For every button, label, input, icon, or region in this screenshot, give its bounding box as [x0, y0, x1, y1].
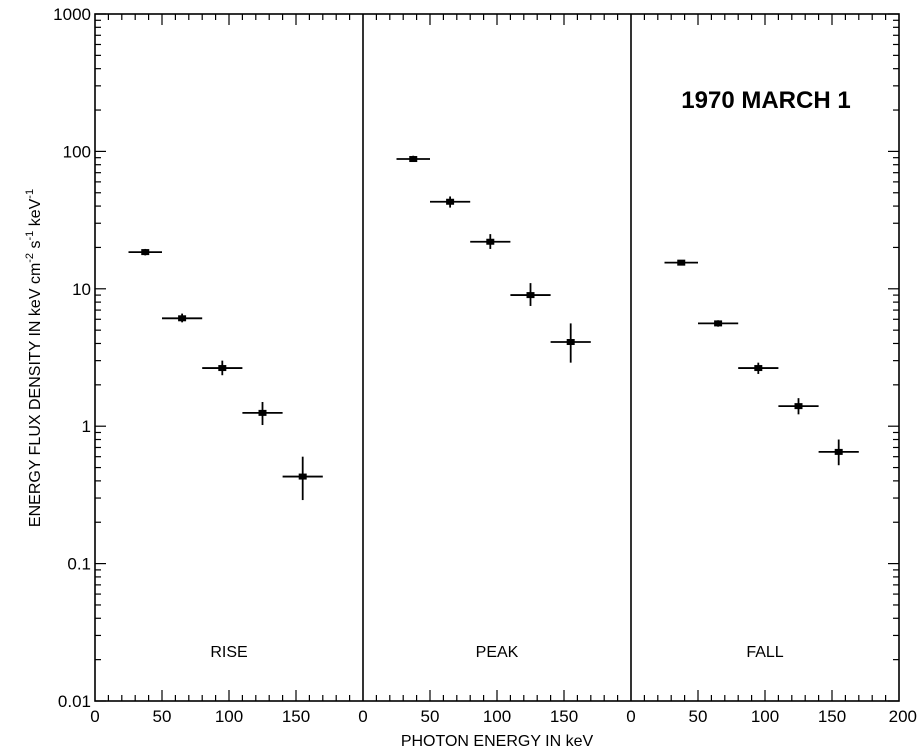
plot-frame [94, 13, 900, 702]
panel-labels: RISE PEAK FALL [210, 644, 783, 661]
data-point [396, 155, 430, 163]
x-tick-label: 150 [818, 707, 846, 726]
data-point [202, 360, 243, 376]
data-point [818, 439, 859, 466]
data-point [778, 398, 819, 415]
y-tick-label: 0.1 [67, 555, 91, 574]
data-marker [446, 198, 455, 205]
data-point [128, 248, 162, 256]
data-marker [526, 292, 535, 299]
x-tick-label: 200 [889, 707, 917, 726]
data-point [738, 362, 779, 374]
data-points-layer [128, 155, 859, 501]
data-marker [677, 259, 686, 266]
data-marker [566, 339, 575, 346]
y-tick-labels: 0.01 0.1 1 10 100 1000 [53, 5, 91, 711]
panel-label-fall: FALL [746, 644, 783, 661]
data-point [510, 283, 551, 306]
y-tick-label: 1000 [53, 5, 91, 24]
panel-label-peak: PEAK [476, 644, 519, 661]
data-point [242, 402, 283, 426]
y-tick-label: 100 [63, 142, 91, 161]
y-tick-label: 0.01 [58, 692, 91, 711]
data-marker [258, 409, 267, 416]
x-axis-title: PHOTON ENERGY IN keV [401, 733, 594, 750]
data-marker [834, 448, 843, 455]
y-axis-title: ENERGY FLUX DENSITY IN keV cm-2 s-1 keV-… [24, 189, 44, 527]
data-marker [178, 315, 187, 322]
y-axis-title-s: s [27, 240, 44, 252]
data-marker [794, 403, 803, 410]
y-axis-title-exp3: -1 [24, 189, 36, 199]
ticks-layer [95, 13, 899, 702]
data-point [470, 234, 511, 249]
x-tick-label: 50 [689, 707, 708, 726]
data-point [430, 196, 471, 208]
y-axis-title-exp1: -2 [24, 253, 36, 263]
data-point [664, 259, 698, 266]
x-tick-label: 0 [626, 707, 635, 726]
data-marker [714, 320, 723, 327]
y-axis-title-exp2: -1 [24, 231, 36, 241]
data-marker [298, 473, 307, 480]
data-marker [486, 238, 495, 245]
chart-title: 1970 MARCH 1 [681, 87, 850, 114]
x-tick-label: 150 [550, 707, 578, 726]
data-marker [409, 156, 418, 163]
x-tick-label: 100 [751, 707, 779, 726]
panel-label-rise: RISE [210, 644, 247, 661]
x-tick-label: 0 [90, 707, 99, 726]
x-tick-label: 150 [282, 707, 310, 726]
y-axis-title-main: ENERGY FLUX DENSITY IN keV cm [27, 263, 44, 527]
data-marker [218, 365, 227, 372]
data-point [162, 313, 203, 323]
x-tick-label: 50 [421, 707, 440, 726]
data-marker [754, 365, 763, 372]
x-tick-label: 100 [215, 707, 243, 726]
y-tick-label: 10 [72, 280, 91, 299]
data-point [282, 456, 323, 501]
x-tick-labels: 0 50 100 150 0 50 100 150 0 50 100 150 200 [90, 707, 917, 726]
data-point [698, 320, 739, 327]
x-tick-label: 100 [483, 707, 511, 726]
x-tick-label: 0 [358, 707, 367, 726]
y-axis-title-kev: keV [27, 198, 44, 230]
x-tick-label: 50 [153, 707, 172, 726]
data-point [550, 323, 591, 363]
data-marker [141, 249, 150, 256]
y-tick-label: 1 [82, 417, 91, 436]
